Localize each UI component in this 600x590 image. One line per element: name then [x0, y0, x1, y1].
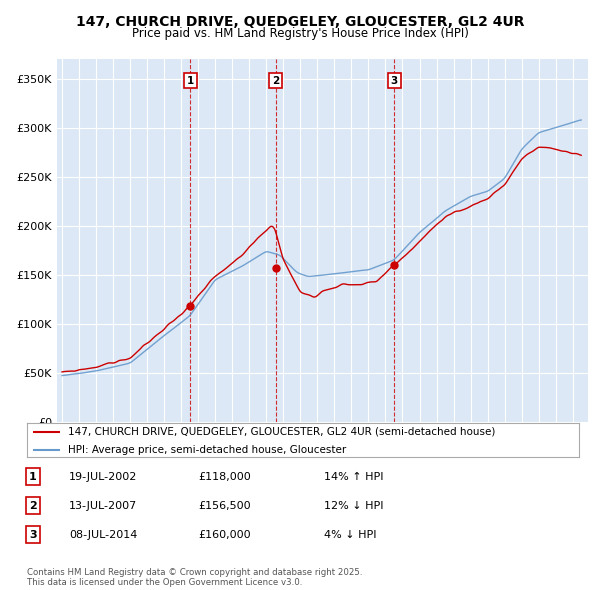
Text: Price paid vs. HM Land Registry's House Price Index (HPI): Price paid vs. HM Land Registry's House …: [131, 27, 469, 40]
Text: 3: 3: [391, 76, 398, 86]
Text: 13-JUL-2007: 13-JUL-2007: [69, 501, 137, 510]
Text: 4% ↓ HPI: 4% ↓ HPI: [324, 530, 377, 539]
Text: 14% ↑ HPI: 14% ↑ HPI: [324, 472, 383, 481]
Text: 1: 1: [29, 472, 37, 481]
Text: 2: 2: [29, 501, 37, 510]
Text: Contains HM Land Registry data © Crown copyright and database right 2025.
This d: Contains HM Land Registry data © Crown c…: [27, 568, 362, 587]
Text: 1: 1: [187, 76, 194, 86]
Text: 147, CHURCH DRIVE, QUEDGELEY, GLOUCESTER, GL2 4UR: 147, CHURCH DRIVE, QUEDGELEY, GLOUCESTER…: [76, 15, 524, 29]
Text: £156,500: £156,500: [198, 501, 251, 510]
Text: 2: 2: [272, 76, 279, 86]
Text: 147, CHURCH DRIVE, QUEDGELEY, GLOUCESTER, GL2 4UR (semi-detached house): 147, CHURCH DRIVE, QUEDGELEY, GLOUCESTER…: [68, 427, 496, 437]
Text: 08-JUL-2014: 08-JUL-2014: [69, 530, 137, 539]
Text: £160,000: £160,000: [198, 530, 251, 539]
Text: HPI: Average price, semi-detached house, Gloucester: HPI: Average price, semi-detached house,…: [68, 445, 347, 455]
Text: 3: 3: [29, 530, 37, 539]
Text: £118,000: £118,000: [198, 472, 251, 481]
Text: 19-JUL-2002: 19-JUL-2002: [69, 472, 137, 481]
Text: 12% ↓ HPI: 12% ↓ HPI: [324, 501, 383, 510]
